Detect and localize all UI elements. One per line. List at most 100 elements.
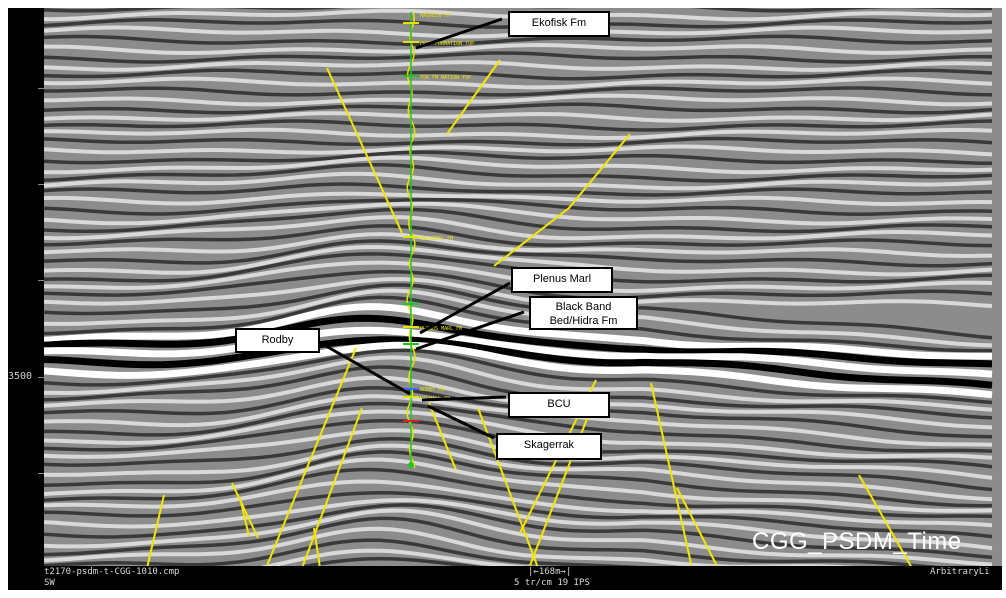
reflector [44,314,993,368]
axis-tick [38,377,44,378]
callout-plenus-marl: Plenus Marl [511,267,613,293]
reflector [44,171,993,191]
reflector [44,201,993,226]
reflector [44,409,993,460]
reflector [44,479,993,528]
reflector [44,401,993,453]
reflector [44,119,993,132]
reflector [44,295,992,353]
reflector [44,155,993,175]
line-name: t2170-psdm-t-CGG-1010.cmp [44,567,180,577]
reflector [44,136,993,147]
info-bar: t2170-psdm-t-CGG-1010.cmp SW |←168m→| 5 … [8,566,1002,590]
reflector [44,207,993,234]
reflector [44,450,993,508]
reflector [44,191,993,206]
reflector [44,42,993,56]
fault-line [239,497,250,537]
reflector [44,443,993,502]
callout-black-band: Black Band Bed/Hidra Fm [529,296,638,330]
scale-info: 5 tr/cm 19 IPS [514,578,590,588]
fault-line [313,527,321,568]
well-top-label: MACKEREL FM [420,236,453,242]
reflector [44,341,993,399]
reflector [44,503,993,560]
fault-line [326,67,403,234]
reflector [44,51,992,64]
fault-lines [146,59,913,568]
callout-text: Black Band [555,301,612,313]
reflector [44,348,993,405]
reflector [44,277,993,308]
reflector [44,215,993,241]
fault-line [858,474,913,568]
reflector [44,86,993,97]
fault-line [146,494,165,568]
reflector [44,538,668,568]
axis-tick [38,280,44,281]
leader-line [415,17,503,50]
callout-leaders [325,17,525,440]
well-top-label: PLENUS MARL FM [420,326,462,332]
fault-line [528,392,598,568]
reflector [44,8,992,13]
axis-tick [38,184,44,185]
reflector [44,508,993,567]
fault-line [493,133,631,267]
axis-tick [38,88,44,89]
reflector [44,111,993,123]
fault-line [265,347,357,568]
axis-tick [38,473,44,474]
watermark: CGG_PSDM_Time [752,528,962,555]
leader-line [325,344,411,396]
fault-line [650,382,693,568]
fault-line [676,487,719,568]
well-td-marker [408,462,414,468]
reflector [44,162,993,183]
reflector [44,303,992,360]
fault-line [428,402,457,471]
depth-axis [8,8,44,568]
well-top-label: TOR FM MATION TOP [420,75,471,81]
reflector [44,232,993,259]
reflector [44,491,993,539]
reflector [44,244,993,277]
seismic-reflectors [44,8,993,568]
reflector [44,144,993,157]
well-top-label: RODBY FM [420,387,444,393]
reflector [44,102,993,115]
section-type: ArbitraryLi [930,567,990,577]
reflector [44,288,993,348]
leader-line [419,281,511,335]
reflector [44,355,993,412]
leader-line [427,404,495,440]
reflector [44,516,966,568]
reflector [44,76,993,90]
fault-line [446,59,501,135]
reflector [44,224,993,248]
reflector [44,326,993,378]
callout-bcu: BCU [508,392,610,418]
reflector [44,150,993,166]
fault-line [231,482,259,539]
reflector [44,93,993,107]
reflector [44,34,993,47]
reflector [44,283,993,340]
well-top-label: MAGREEN FM [420,13,450,19]
callout-ekofisk: Ekofisk Fm [508,11,610,37]
reflector [44,239,993,268]
fault-line [301,407,363,568]
reflector [44,457,993,513]
reflector [44,60,993,72]
well-top-label: EKOF FORMATION TOP [420,41,474,47]
depth-label: 3500 [8,371,33,382]
leader-line [415,310,525,351]
reflector [44,68,993,81]
reflector [44,467,993,519]
reflector [44,336,993,389]
scale-bar: |←168m→| [528,567,572,577]
direction-label: SW [44,578,55,588]
reflector [44,197,993,216]
reflector [44,436,993,492]
leader-line [421,395,507,402]
